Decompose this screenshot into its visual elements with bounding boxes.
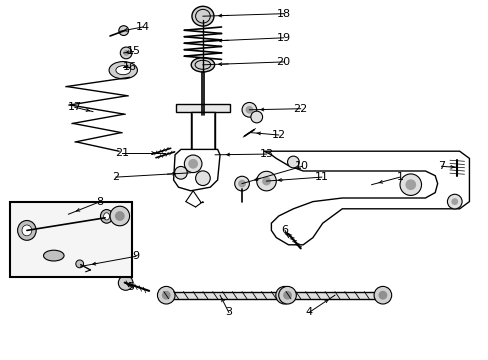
Circle shape [123,50,129,56]
Text: 5: 5 [127,282,134,292]
Ellipse shape [192,6,214,26]
Circle shape [162,291,170,300]
Circle shape [275,287,293,304]
Text: 12: 12 [271,130,285,140]
Circle shape [188,159,198,169]
Ellipse shape [22,225,32,236]
Circle shape [447,194,461,209]
Text: 15: 15 [126,46,140,57]
Circle shape [119,26,128,36]
Circle shape [120,47,132,59]
Ellipse shape [18,220,36,240]
Circle shape [184,155,202,172]
Circle shape [405,179,415,190]
Circle shape [262,177,270,185]
Circle shape [373,287,391,304]
Circle shape [238,180,245,188]
Polygon shape [264,151,468,245]
Polygon shape [176,104,229,112]
Bar [190,112,215,151]
Circle shape [118,276,133,290]
Text: 6: 6 [281,225,288,235]
Circle shape [174,166,187,179]
Text: 7: 7 [437,161,444,171]
Text: 13: 13 [259,149,273,159]
Ellipse shape [191,58,214,72]
Circle shape [287,156,299,168]
Circle shape [378,291,386,300]
Ellipse shape [43,250,64,261]
Text: 18: 18 [276,9,290,19]
Text: 21: 21 [115,148,129,158]
Bar [283,292,386,299]
Bar [161,292,288,299]
Text: 1: 1 [396,172,403,182]
Text: 22: 22 [293,104,307,114]
Text: 10: 10 [295,161,308,171]
Text: 9: 9 [132,251,139,261]
Circle shape [195,171,210,185]
Circle shape [283,291,291,300]
Circle shape [399,174,421,195]
Text: 16: 16 [122,62,136,72]
Circle shape [250,111,262,123]
Ellipse shape [101,210,112,223]
Text: 8: 8 [97,197,103,207]
Circle shape [245,106,253,114]
Text: 17: 17 [68,102,81,112]
Circle shape [115,211,124,221]
Circle shape [157,287,175,304]
Polygon shape [173,149,220,191]
Ellipse shape [103,213,109,220]
Circle shape [76,260,83,268]
Text: 20: 20 [276,57,290,67]
Ellipse shape [116,66,130,75]
Text: 3: 3 [225,307,232,318]
Circle shape [234,176,249,191]
Ellipse shape [109,62,137,79]
Text: 11: 11 [314,172,328,182]
Text: 4: 4 [305,307,312,318]
Text: 19: 19 [276,33,290,43]
Circle shape [280,291,288,300]
Text: 2: 2 [112,172,119,182]
Circle shape [256,171,276,191]
Bar [10,202,132,277]
Text: 14: 14 [136,22,149,32]
Circle shape [242,103,256,117]
Circle shape [278,287,296,304]
Circle shape [450,198,457,205]
Circle shape [110,206,129,226]
